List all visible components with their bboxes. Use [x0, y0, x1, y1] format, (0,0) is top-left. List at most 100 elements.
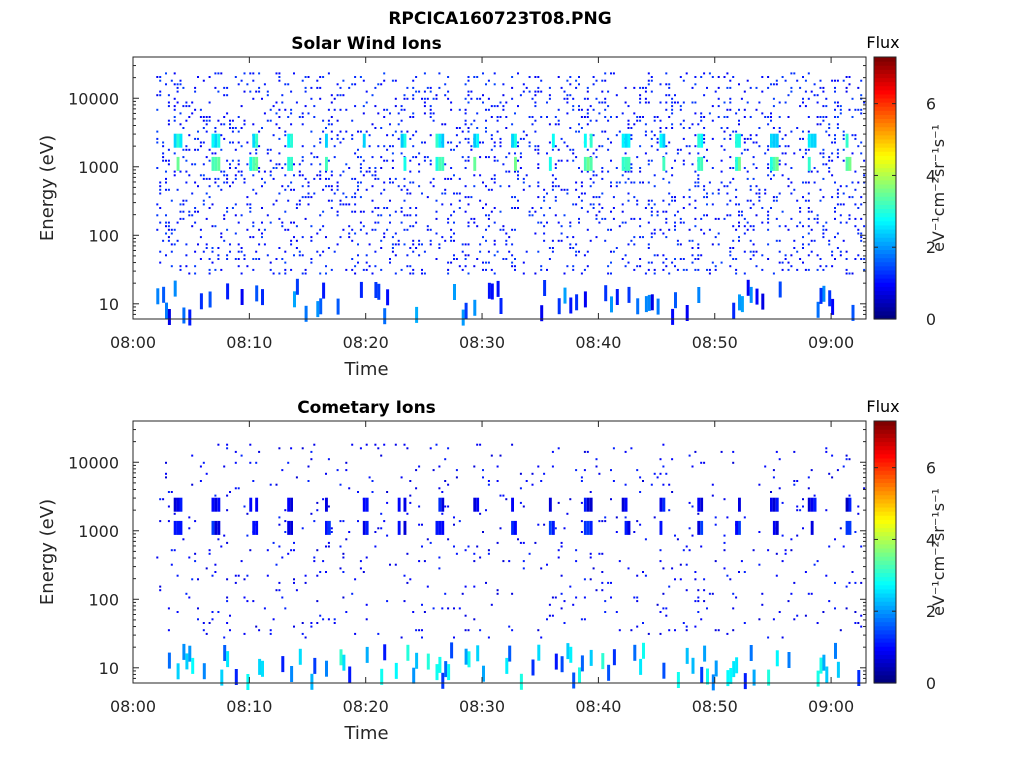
- flux-cell: [284, 163, 287, 166]
- flux-cell: [188, 210, 191, 213]
- flux-cell: [770, 116, 772, 118]
- low-energy-cell: [182, 643, 186, 660]
- flux-cell: [380, 527, 383, 530]
- flux-cell: [487, 214, 490, 217]
- flux-cell: [784, 552, 787, 555]
- flux-cell: [485, 156, 487, 159]
- flux-cell: [304, 196, 307, 199]
- flux-cell: [511, 629, 514, 632]
- flux-cell: [828, 127, 831, 129]
- flux-cell: [333, 145, 336, 148]
- flux-cell: [412, 272, 415, 275]
- flux-cell: [470, 145, 473, 148]
- flux-cell: [243, 90, 246, 93]
- beam-cell: [548, 520, 552, 535]
- beam-cell: [173, 497, 177, 512]
- low-energy-cell: [467, 651, 471, 668]
- flux-cell: [615, 134, 618, 137]
- flux-cell: [263, 83, 266, 86]
- flux-cell: [537, 167, 540, 169]
- flux-cell: [796, 199, 799, 202]
- flux-cell: [700, 119, 703, 122]
- flux-cell: [275, 258, 278, 260]
- flux-cell: [720, 261, 723, 264]
- low-energy-cell: [261, 660, 264, 677]
- flux-cell: [560, 232, 563, 235]
- flux-cell: [348, 232, 351, 235]
- flux-cell: [298, 250, 301, 253]
- flux-cell: [485, 228, 487, 231]
- flux-cell: [354, 83, 357, 86]
- flux-cell: [517, 145, 519, 148]
- flux-cell: [627, 261, 630, 264]
- flux-cell: [551, 188, 554, 191]
- flux-cell: [325, 236, 327, 239]
- flux-cell: [807, 225, 810, 228]
- flux-cell: [604, 611, 607, 613]
- flux-cell: [540, 268, 543, 271]
- flux-cell: [685, 625, 688, 628]
- low-energy-cell: [749, 645, 753, 661]
- flux-cell: [595, 214, 598, 217]
- flux-cell: [604, 239, 607, 242]
- flux-cell: [770, 207, 772, 209]
- flux-cell: [165, 214, 167, 217]
- flux-cell: [293, 221, 295, 224]
- beam-cell: [403, 497, 407, 512]
- flux-cell: [211, 225, 214, 228]
- flux-cell: [799, 258, 802, 260]
- flux-cell: [578, 130, 580, 133]
- flux-cell: [834, 108, 836, 111]
- flux-cell: [854, 581, 857, 584]
- flux-cell: [790, 538, 793, 541]
- flux-cell: [589, 185, 592, 188]
- flux-cell: [697, 596, 700, 599]
- flux-cell: [778, 116, 781, 118]
- flux-cell: [374, 207, 377, 209]
- flux-cell: [639, 225, 642, 228]
- flux-cell: [229, 491, 231, 493]
- low-energy-cell: [822, 285, 826, 302]
- flux-cell: [199, 258, 202, 260]
- flux-cell: [359, 210, 362, 213]
- flux-cell: [630, 239, 633, 242]
- flux-cell: [159, 188, 162, 191]
- flux-cell: [816, 254, 819, 257]
- flux-cell: [517, 105, 519, 108]
- flux-cell: [610, 272, 612, 275]
- flux-cell: [423, 97, 426, 100]
- flux-cell: [406, 228, 409, 231]
- flux-cell: [647, 101, 650, 104]
- flux-cell: [348, 487, 351, 490]
- flux-cell: [767, 243, 770, 246]
- flux-cell: [258, 130, 261, 133]
- flux-cell: [339, 108, 342, 111]
- flux-cell: [517, 538, 519, 541]
- flux-cell: [796, 534, 799, 537]
- flux-cell: [639, 476, 642, 479]
- flux-cell: [453, 148, 455, 151]
- flux-cell: [357, 254, 359, 257]
- flux-cell: [406, 130, 409, 133]
- flux-cell: [374, 221, 377, 224]
- x-tick-label: 08:10: [226, 333, 272, 352]
- flux-cell: [793, 450, 796, 453]
- flux-cell: [738, 239, 740, 242]
- flux-cell: [208, 148, 211, 151]
- flux-cell: [653, 119, 656, 122]
- flux-cell: [740, 210, 743, 213]
- flux-cell: [828, 472, 831, 475]
- flux-cell: [447, 141, 450, 144]
- flux-cell: [595, 196, 598, 199]
- flux-cell: [531, 123, 534, 126]
- flux-cell: [575, 250, 578, 253]
- flux-cell: [231, 159, 234, 162]
- low-energy-cell: [412, 667, 416, 684]
- flux-cell: [650, 79, 653, 82]
- flux-cell: [790, 130, 793, 133]
- flux-cell: [371, 491, 374, 493]
- flux-cell: [586, 123, 589, 126]
- flux-cell: [732, 76, 735, 78]
- flux-cell: [738, 108, 740, 111]
- flux-cell: [362, 105, 365, 108]
